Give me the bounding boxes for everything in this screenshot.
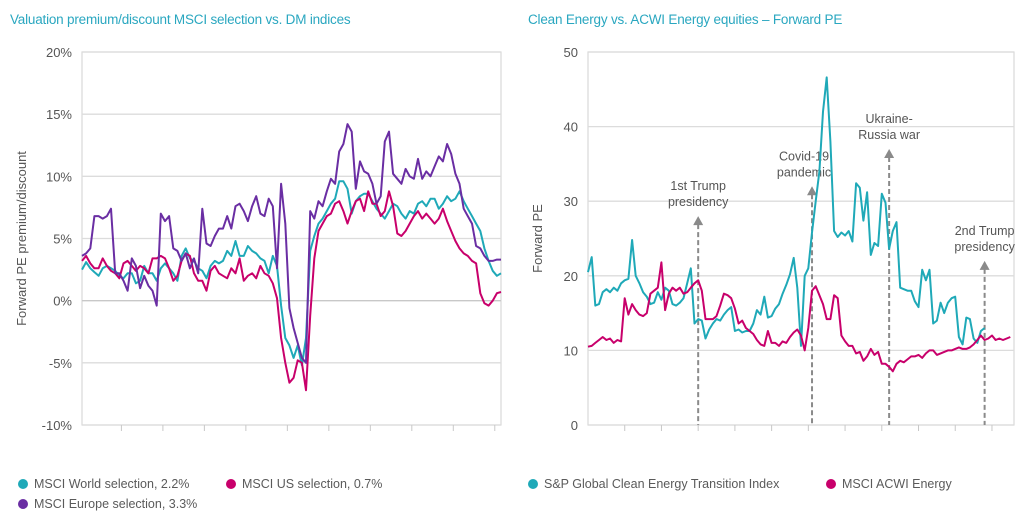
- annotation-label: Covid-19: [779, 149, 829, 163]
- y-tick-label: 10: [564, 343, 578, 358]
- legend-item-world: MSCI World selection, 2.2%: [18, 477, 189, 491]
- right-chart-title: Clean Energy vs. ACWI Energy equities – …: [528, 12, 843, 27]
- y-tick-label: 20%: [46, 45, 72, 60]
- series-line-msci-world-selection-2-2: [81, 180, 502, 367]
- legend-label-world: MSCI World selection, 2.2%: [34, 477, 190, 491]
- series-line-s-p-global-clean-energy-transition-index: [587, 76, 986, 347]
- y-axis-label: Forward PE: [530, 204, 545, 273]
- y-tick-label: 20: [564, 269, 578, 284]
- annotation-label: pandemic: [777, 165, 831, 179]
- annotation-arrowhead-icon: [807, 186, 818, 196]
- y-tick-label: 50: [564, 45, 578, 60]
- annotation-label: Ukraine-: [866, 112, 913, 126]
- y-tick-label: 5%: [53, 232, 72, 247]
- legend-dot-clean-energy: [528, 479, 538, 489]
- annotation-arrowhead-icon: [693, 216, 704, 226]
- y-tick-label: 10%: [46, 169, 72, 184]
- left-chart: 20%15%10%5%0%-5%-10%20152016201720182019…: [14, 45, 502, 433]
- annotation-arrowhead-icon: [979, 260, 990, 270]
- annotation-label: 1st Trump: [670, 179, 726, 193]
- left-chart-title: Valuation premium/discount MSCI selectio…: [10, 12, 351, 27]
- right-chart: 50403020100201520172019202120232025Forwa…: [530, 45, 1016, 433]
- y-tick-label: 40: [564, 120, 578, 135]
- y-tick-label: 0%: [53, 294, 72, 309]
- y-axis-label: Forward PE premium/discount: [14, 151, 29, 326]
- series-line-msci-europe-selection-3-3: [81, 123, 501, 364]
- annotation-arrowhead-icon: [884, 148, 895, 158]
- y-tick-label: -10%: [42, 418, 73, 433]
- y-tick-label: -5%: [49, 356, 73, 371]
- annotation-label: Russia war: [858, 128, 920, 142]
- legend-dot-world: [18, 479, 28, 489]
- legend-dot-europe: [18, 499, 28, 509]
- y-tick-label: 15%: [46, 107, 72, 122]
- y-tick-label: 0: [571, 418, 578, 433]
- series-line-msci-us-selection-0-7: [81, 190, 502, 392]
- legend-label-acwi-energy: MSCI ACWI Energy: [842, 477, 952, 491]
- legend-label-clean-energy: S&P Global Clean Energy Transition Index: [544, 477, 780, 491]
- legend-dot-us: [226, 479, 236, 489]
- legend-label-europe: MSCI Europe selection, 3.3%: [34, 497, 198, 511]
- legend-item-acwi-energy: MSCI ACWI Energy: [826, 477, 952, 491]
- legend-item-clean-energy: S&P Global Clean Energy Transition Index: [528, 477, 779, 491]
- series-line-msci-acwi-energy: [587, 261, 1011, 373]
- legend-label-us: MSCI US selection, 0.7%: [242, 477, 383, 491]
- legend-item-us: MSCI US selection, 0.7%: [226, 477, 382, 491]
- legend-dot-acwi-energy: [826, 479, 836, 489]
- legend-item-europe: MSCI Europe selection, 3.3%: [18, 497, 197, 511]
- annotation-label: presidency: [954, 240, 1015, 254]
- plot-frame: [587, 51, 1015, 426]
- annotation-label: presidency: [668, 195, 729, 209]
- annotation-label: 2nd Trump: [955, 224, 1015, 238]
- y-tick-label: 30: [564, 194, 578, 209]
